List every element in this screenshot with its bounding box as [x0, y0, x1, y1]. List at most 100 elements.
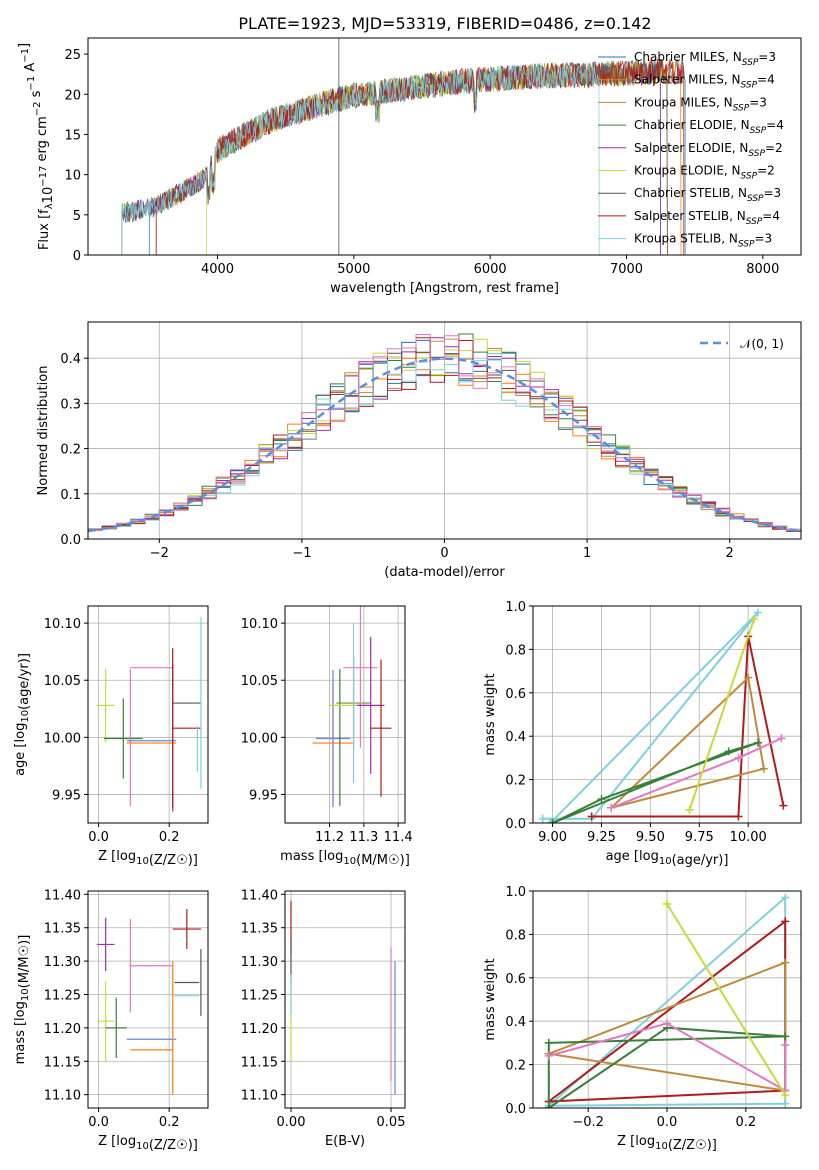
y-tick-label: 10.05	[44, 674, 81, 689]
plot-area	[538, 608, 788, 823]
spectrum-line	[121, 59, 668, 255]
plot-area	[96, 909, 202, 1095]
legend-label: Salpeter ELODIE, NSSP=2	[634, 141, 783, 159]
y-tick-label: 0.6	[505, 972, 526, 987]
y-axis-label: age [log10(age/yr)]	[13, 653, 32, 776]
y-tick-label: 0	[73, 249, 81, 264]
mass-weight-line	[610, 737, 782, 809]
legend-label: 𝒩(0, 1)	[740, 337, 784, 351]
mass-vs-ebv-panel: 0.00 0.05 11.10 11.15 11.20 11.25 11.30 11.35 11…	[241, 888, 406, 1149]
mass-weight-marker	[538, 814, 547, 823]
plot-area	[544, 893, 790, 1108]
mass-weight-marker	[734, 753, 743, 762]
y-tick-label: 11.40	[44, 888, 81, 903]
y-tick-label: 10.05	[241, 674, 278, 689]
y-tick-label: 0.8	[505, 643, 526, 658]
y-tick-label: 11.15	[241, 1055, 278, 1070]
x-tick-label: 0.2	[735, 1115, 756, 1130]
x-axis-label: (data-model)/error	[384, 565, 505, 580]
figure-title: PLATE=1923, MJD=53319, FIBERID=0486, z=0…	[238, 14, 651, 33]
y-tick-label: 15	[64, 128, 81, 143]
x-axis-label: Z [log10(Z/Z☉)]	[98, 849, 198, 868]
x-tick-label: 0.0	[657, 1115, 678, 1130]
mass-weight-marker	[781, 893, 790, 902]
legend-label: Kroupa ELODIE, NSSP=2	[634, 164, 775, 182]
mass-weight-marker	[548, 819, 557, 823]
y-axis-label: Flux [fλ10−17 erg cm−2 s−1 A−1]	[17, 43, 56, 250]
axes-frame	[284, 890, 406, 1109]
x-tick-label: 9.25	[587, 830, 616, 845]
x-tick-label: 11.2	[315, 830, 344, 845]
y-tick-label: 0.3	[60, 397, 81, 412]
y-tick-label: 0.4	[505, 1015, 526, 1030]
mass-weight-line	[548, 1022, 787, 1093]
x-axis-label: E(B-V)	[325, 1134, 365, 1149]
legend-label: Salpeter MILES, NSSP=4	[634, 73, 775, 91]
age-vs-z-panel: 0.0 0.2 9.95 10.00 10.05 10.10 Z [log10(Z/Z☉)]…	[13, 605, 209, 868]
x-tick-label: 11.3	[349, 830, 378, 845]
mass-weight-marker	[781, 1032, 790, 1041]
plot-area	[121, 38, 686, 255]
legend: Chabrier MILES, NSSP=3 Salpeter MILES, NS…	[598, 50, 784, 250]
x-tick-label: 0	[440, 546, 448, 561]
y-tick-label: 11.10	[44, 1089, 81, 1104]
x-tick-label: 11.4	[384, 830, 413, 845]
y-tick-label: 11.30	[44, 955, 81, 970]
y-tick-label: 0.1	[60, 488, 81, 503]
legend-label: Chabrier MILES, NSSP=3	[634, 50, 776, 68]
histogram-step	[88, 334, 801, 532]
x-tick-label: 8000	[746, 262, 779, 277]
x-axis-label: mass [log10(M/M☉)]	[280, 849, 410, 868]
y-tick-label: 25	[64, 48, 81, 63]
x-tick-label: 1	[583, 546, 591, 561]
y-tick-label: 10.10	[44, 617, 81, 632]
mass-weight-marker	[781, 1099, 790, 1108]
y-tick-label: 0.0	[505, 817, 526, 832]
mass-weight-marker	[753, 738, 762, 747]
mass-weight-marker	[781, 958, 790, 967]
y-tick-label: 11.15	[44, 1055, 81, 1070]
x-tick-label: 0.2	[159, 830, 180, 845]
histogram-step	[88, 338, 801, 531]
mass-weight-line	[591, 636, 785, 818]
mass-weight-marker	[724, 747, 733, 756]
mass-weight-marker	[781, 917, 790, 926]
y-tick-label: 9.95	[249, 788, 278, 803]
x-tick-label: 0.0	[88, 830, 109, 845]
mass-vs-z-panel: 0.0 0.2 11.10 11.15 11.20 11.25 11.30 11.35 11.4…	[13, 888, 209, 1153]
spectrum-panel: 4000 5000 6000 7000 8000 0 5 10 15 20 25 wavelength…	[17, 37, 802, 296]
mass-weight-marker	[777, 734, 786, 743]
x-tick-label: 5000	[337, 262, 370, 277]
x-tick-label: 9.00	[538, 830, 567, 845]
y-tick-label: 5	[73, 209, 81, 224]
axes-frame	[532, 890, 802, 1109]
mass-weight-marker	[744, 673, 753, 682]
y-axis-label: mass [log10(M/M☉)]	[13, 935, 32, 1065]
y-tick-label: 10.00	[241, 731, 278, 746]
x-axis-label: Z [log10(Z/Z☉)]	[617, 1134, 717, 1153]
y-tick-label: 10	[64, 169, 81, 184]
spectrum-line	[121, 63, 600, 255]
x-axis-label: age [log10(age/yr)]	[606, 849, 729, 868]
y-tick-label: 20	[64, 88, 81, 103]
mass-weight-marker	[544, 1038, 553, 1047]
legend-label: Kroupa MILES, NSSP=3	[634, 95, 767, 113]
y-axis-label: mass weight	[483, 673, 498, 755]
mass-weight-marker	[544, 1104, 553, 1108]
y-axis-label: Normed distribution	[36, 366, 51, 496]
y-tick-label: 10.10	[241, 617, 278, 632]
mass-weight-marker	[587, 812, 596, 821]
mass-weight-marker	[544, 1051, 553, 1060]
mass-weight-line	[666, 903, 787, 1096]
x-tick-label: 0.0	[88, 1115, 109, 1130]
x-tick-label: −0.2	[572, 1115, 604, 1130]
x-tick-label: 9.50	[636, 830, 665, 845]
y-tick-label: 10.00	[44, 731, 81, 746]
axes-frame	[87, 890, 209, 1109]
y-tick-label: 11.25	[44, 988, 81, 1003]
mass-weight-marker	[607, 803, 616, 812]
y-tick-label: 0.6	[505, 687, 526, 702]
plot-area	[96, 617, 202, 812]
y-tick-label: 11.20	[241, 1022, 278, 1037]
